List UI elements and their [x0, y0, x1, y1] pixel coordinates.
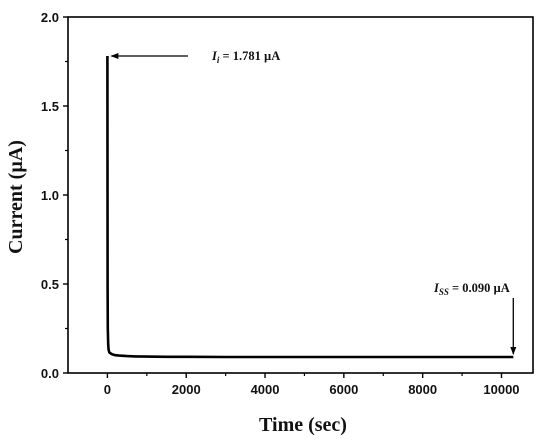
x-tick-label-5: 10000	[483, 382, 519, 397]
x-axis-title: Time (sec)	[259, 414, 347, 436]
plot-frame	[67, 16, 534, 374]
y-axis-title: Current (µA)	[5, 140, 27, 254]
y-tick-label-1: 0.5	[41, 277, 59, 292]
y-tick-label-2: 1.0	[41, 188, 59, 203]
x-tick-label-1: 2000	[172, 382, 201, 397]
annotations: Ii = 1.781 µA ISS = 0.090 µA	[110, 49, 517, 355]
series-line-0	[106, 55, 514, 359]
x-tick-label-3: 6000	[329, 382, 358, 397]
plot-area	[106, 55, 514, 359]
y-tick-label-0: 0.0	[41, 366, 59, 381]
tick-labels: 0 2000 4000 6000 8000 10000 0.0 0.5 1.0 1.5 2.0	[41, 10, 520, 397]
x-tick-label-2: 4000	[251, 382, 280, 397]
y-tick-label-4: 2.0	[41, 10, 59, 25]
x-tick-label-0: 0	[104, 382, 111, 397]
steady-state-current-annotation: ISS = 0.090 µA	[433, 281, 510, 297]
axes	[63, 16, 534, 378]
y-tick-label-3: 1.5	[41, 99, 59, 114]
x-tick-label-4: 8000	[408, 382, 437, 397]
initial-current-annotation: Ii = 1.781 µA	[211, 49, 280, 65]
